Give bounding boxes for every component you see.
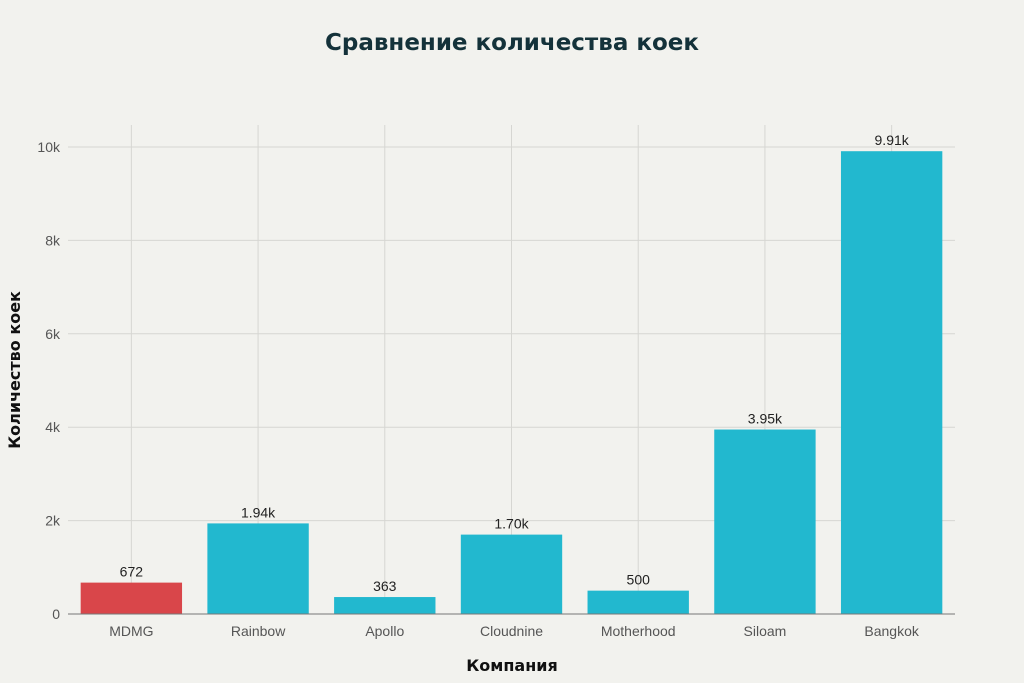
- bars: [80, 151, 943, 614]
- x-tick-label: Siloam: [744, 623, 787, 639]
- horizontal-gridlines: [68, 146, 955, 522]
- chart-title: Сравнение количества коек: [325, 30, 699, 56]
- y-tick-label: 8k: [45, 232, 61, 248]
- y-tick-label: 6k: [45, 326, 61, 342]
- bar-siloam: [714, 429, 816, 614]
- x-tick-label: Cloudnine: [480, 623, 543, 639]
- x-tick-label: Motherhood: [601, 623, 676, 639]
- y-axis-title: Количество коек: [5, 291, 24, 449]
- bar-bangkok: [840, 151, 943, 614]
- y-tick-label: 0: [52, 606, 60, 622]
- x-axis-title: Компания: [466, 656, 558, 675]
- data-label: 1.94k: [241, 504, 276, 520]
- bar-motherhood: [587, 590, 689, 614]
- x-axis-ticks: MDMG Rainbow Apollo Cloudnine Motherhood Silo…: [109, 623, 920, 639]
- y-tick-label: 10k: [37, 139, 61, 155]
- bar-mdmg: [80, 582, 183, 614]
- y-tick-label: 4k: [45, 419, 61, 435]
- data-label: 9.91k: [875, 132, 910, 148]
- data-label: 672: [120, 564, 144, 580]
- y-axis-ticks: 0 2k 4k 6k 8k 10k: [37, 139, 61, 622]
- x-tick-label: MDMG: [109, 623, 153, 639]
- data-labels: 672 1.94k 363 1.70k 500 3.95k 9.91k: [120, 132, 910, 594]
- data-label: 1.70k: [494, 516, 529, 532]
- bar-rainbow: [207, 523, 309, 614]
- bar-cloudnine: [460, 534, 563, 614]
- x-tick-label: Bangkok: [864, 623, 919, 639]
- data-label: 3.95k: [748, 411, 783, 427]
- x-tick-label: Rainbow: [231, 623, 286, 639]
- x-tick-label: Apollo: [365, 623, 404, 639]
- data-label: 363: [373, 578, 397, 594]
- y-tick-label: 2k: [45, 513, 61, 529]
- data-label: 500: [627, 572, 651, 588]
- bar-apollo: [334, 597, 436, 614]
